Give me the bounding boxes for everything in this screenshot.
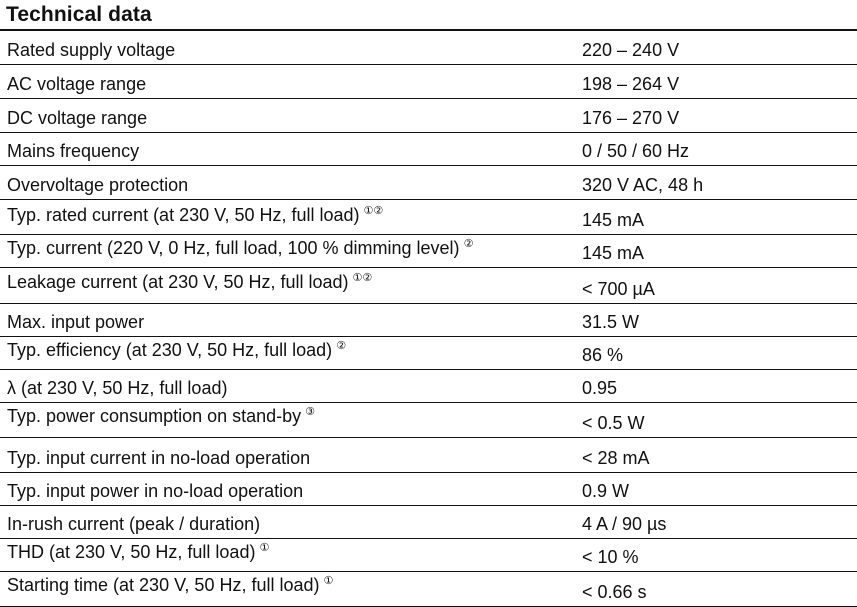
- parameter-label: Typ. input current in no-load operation: [7, 448, 311, 468]
- parameter-cell: Typ. rated current (at 230 V, 50 Hz, ful…: [7, 205, 383, 226]
- value-cell: 198 – 264 V: [582, 74, 680, 94]
- footnote-marker: ①: [259, 542, 270, 554]
- footnote-marker: ①: [323, 575, 334, 587]
- footnote-marker: ②: [463, 238, 474, 250]
- value-cell: < 0.66 s: [582, 582, 647, 602]
- table-row: DC voltage range 176 – 270 V: [0, 99, 857, 133]
- parameter-label: Max. input power: [7, 312, 145, 332]
- value-cell: 176 – 270 V: [582, 108, 680, 128]
- parameter-cell: λ (at 230 V, 50 Hz, full load): [7, 378, 231, 399]
- parameter-cell: In-rush current (peak / duration): [7, 514, 264, 535]
- footnote-marker: ③: [305, 406, 316, 418]
- parameter-label: Typ. efficiency (at 230 V, 50 Hz, full l…: [7, 340, 333, 360]
- parameter-cell: Typ. input power in no-load operation: [7, 481, 307, 502]
- value-cell: 0 / 50 / 60 Hz: [582, 141, 690, 161]
- parameter-cell: Max. input power: [7, 312, 148, 333]
- table-row: Leakage current (at 230 V, 50 Hz, full l…: [0, 268, 857, 304]
- value-cell: 0.95: [582, 378, 618, 398]
- table-row: THD (at 230 V, 50 Hz, full load) ① < 10 %: [0, 539, 857, 572]
- parameter-label: DC voltage range: [7, 108, 148, 128]
- table-row: Typ. rated current (at 230 V, 50 Hz, ful…: [0, 200, 857, 235]
- table-row: Typ. input power in no-load operation 0.…: [0, 473, 857, 506]
- parameter-cell: Typ. efficiency (at 230 V, 50 Hz, full l…: [7, 340, 346, 361]
- parameter-label: Typ. power consumption on stand-by: [7, 406, 302, 426]
- table-row: Typ. current (220 V, 0 Hz, full load, 10…: [0, 235, 857, 268]
- technical-data-table: Rated supply voltage 220 – 240 V AC volt…: [0, 31, 857, 607]
- value-cell: 220 – 240 V: [582, 40, 680, 60]
- parameter-label: Mains frequency: [7, 141, 140, 161]
- parameter-label: Typ. input power in no-load operation: [7, 481, 304, 501]
- parameter-label: Typ. rated current (at 230 V, 50 Hz, ful…: [7, 205, 360, 225]
- table-row: Typ. power consumption on stand-by ③ < 0.…: [0, 403, 857, 438]
- footnote-marker: ①②: [363, 205, 384, 217]
- value-cell: 145 mA: [582, 210, 645, 230]
- table-row: Max. input power 31.5 W: [0, 304, 857, 337]
- table-row: Typ. input current in no-load operation …: [0, 438, 857, 473]
- value-cell: 86 %: [582, 345, 624, 365]
- table-row: AC voltage range 198 – 264 V: [0, 65, 857, 99]
- parameter-label: Starting time (at 230 V, 50 Hz, full loa…: [7, 575, 320, 595]
- value-cell: 0.9 W: [582, 481, 630, 501]
- table-row: Mains frequency 0 / 50 / 60 Hz: [0, 133, 857, 166]
- footnote-marker: ②: [336, 340, 347, 352]
- parameter-label: λ (at 230 V, 50 Hz, full load): [7, 378, 228, 398]
- parameter-label: In-rush current (peak / duration): [7, 514, 261, 534]
- parameter-cell: Typ. power consumption on stand-by ③: [7, 406, 315, 427]
- value-cell: 145 mA: [582, 243, 645, 263]
- value-cell: 320 V AC, 48 h: [582, 175, 704, 195]
- value-cell: < 10 %: [582, 547, 639, 567]
- parameter-cell: Typ. current (220 V, 0 Hz, full load, 10…: [7, 238, 473, 259]
- parameter-cell: THD (at 230 V, 50 Hz, full load) ①: [7, 542, 269, 563]
- parameter-label: Overvoltage protection: [7, 175, 189, 195]
- value-cell: < 0.5 W: [582, 413, 645, 433]
- table-row: Rated supply voltage 220 – 240 V: [0, 31, 857, 65]
- parameter-cell: Starting time (at 230 V, 50 Hz, full loa…: [7, 575, 333, 596]
- footnote-marker: ①②: [352, 272, 373, 284]
- parameter-cell: DC voltage range: [7, 108, 151, 129]
- table-row: Overvoltage protection 320 V AC, 48 h: [0, 166, 857, 200]
- parameter-label: Rated supply voltage: [7, 40, 176, 60]
- parameter-cell: Leakage current (at 230 V, 50 Hz, full l…: [7, 272, 372, 293]
- parameter-label: AC voltage range: [7, 74, 147, 94]
- parameter-cell: Rated supply voltage: [7, 40, 179, 61]
- table-row: Starting time (at 230 V, 50 Hz, full loa…: [0, 572, 857, 607]
- page-title: Technical data: [6, 3, 152, 26]
- title-divider: [0, 29, 857, 31]
- parameter-label: Leakage current (at 230 V, 50 Hz, full l…: [7, 272, 349, 292]
- value-cell: < 28 mA: [582, 448, 650, 468]
- parameter-cell: Overvoltage protection: [7, 175, 192, 196]
- parameter-label: Typ. current (220 V, 0 Hz, full load, 10…: [7, 238, 460, 258]
- table-row: λ (at 230 V, 50 Hz, full load) 0.95: [0, 370, 857, 403]
- table-row: In-rush current (peak / duration) 4 A / …: [0, 506, 857, 539]
- parameter-cell: Typ. input current in no-load operation: [7, 448, 314, 469]
- table-row: Typ. efficiency (at 230 V, 50 Hz, full l…: [0, 337, 857, 370]
- value-cell: 4 A / 90 µs: [582, 514, 667, 534]
- parameter-label: THD (at 230 V, 50 Hz, full load): [7, 542, 256, 562]
- parameter-cell: AC voltage range: [7, 74, 150, 95]
- value-cell: 31.5 W: [582, 312, 640, 332]
- value-cell: < 700 µA: [582, 279, 655, 299]
- parameter-cell: Mains frequency: [7, 141, 143, 162]
